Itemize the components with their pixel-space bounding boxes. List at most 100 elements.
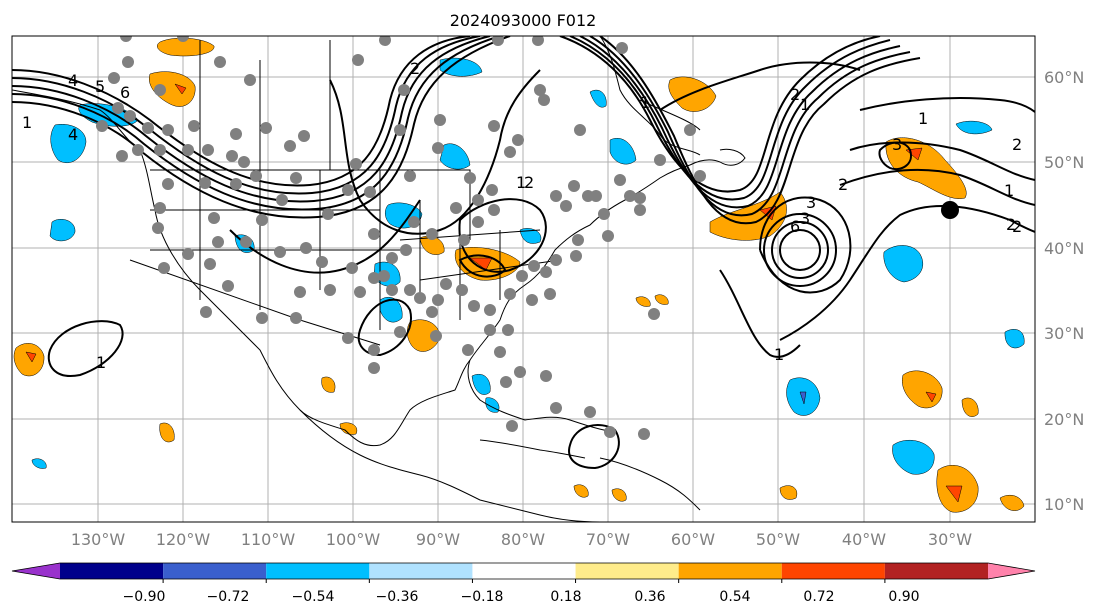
station-marker	[648, 308, 660, 320]
station-marker	[684, 124, 696, 136]
station-marker	[158, 262, 170, 274]
lon-label: 70°W	[586, 530, 630, 549]
contour-label: 6	[120, 83, 130, 102]
station-marker	[342, 332, 354, 344]
target-point-marker	[941, 201, 959, 219]
station-marker	[162, 124, 174, 136]
station-marker	[514, 366, 526, 378]
station-marker	[378, 270, 390, 282]
lon-label: 100°W	[326, 530, 381, 549]
station-marker	[112, 102, 124, 114]
station-marker	[532, 36, 544, 46]
contour-label: 3	[800, 209, 810, 228]
station-marker	[368, 362, 380, 374]
station-marker	[368, 272, 380, 284]
station-marker	[256, 312, 268, 324]
colorbar-tick-label: −0.18	[461, 589, 504, 605]
station-marker	[386, 252, 398, 264]
station-marker	[394, 326, 406, 338]
station-marker	[584, 406, 596, 418]
colorbar-tick-label: −0.54	[292, 589, 335, 605]
station-marker	[214, 56, 226, 68]
station-marker	[400, 244, 412, 256]
station-marker	[502, 324, 514, 336]
station-marker	[204, 258, 216, 270]
station-marker	[386, 284, 398, 296]
station-marker	[199, 177, 211, 189]
station-marker	[182, 144, 194, 156]
station-marker	[414, 292, 426, 304]
station-marker	[346, 262, 358, 274]
longitude-labels: 130°W 120°W 110°W 100°W 90°W 80°W 70°W 6…	[71, 530, 972, 549]
height-contours	[12, 36, 1035, 470]
station-marker	[394, 124, 406, 136]
colorbar-tick-label: 0.36	[634, 589, 665, 605]
colorbar-tick-label: 0.90	[888, 589, 919, 605]
station-marker	[568, 180, 580, 192]
lat-label: 50°N	[1044, 153, 1084, 172]
colorbar-tick-label: −0.72	[207, 589, 250, 605]
colorbar	[11, 562, 1036, 583]
station-marker	[560, 200, 572, 212]
lon-label: 50°W	[756, 530, 800, 549]
station-marker	[634, 204, 646, 216]
station-marker	[572, 234, 584, 246]
station-marker	[590, 190, 602, 202]
station-markers	[96, 36, 706, 440]
station-marker	[162, 178, 174, 190]
station-marker	[364, 186, 376, 198]
lon-label: 120°W	[156, 530, 211, 549]
contour-label: 1	[96, 353, 106, 372]
colorbar-extend-min	[12, 563, 60, 579]
map-frame	[11, 35, 1036, 523]
contour-label: 1	[1004, 181, 1014, 200]
contour-label: 4	[68, 125, 78, 144]
contour-label: 2	[790, 85, 800, 104]
station-marker	[154, 144, 166, 156]
station-marker	[570, 250, 582, 262]
station-marker	[602, 230, 614, 242]
colorbar-segment	[781, 563, 885, 579]
station-marker	[434, 114, 446, 126]
station-marker	[504, 288, 516, 300]
station-marker	[432, 294, 444, 306]
colorbar-segment	[369, 563, 473, 579]
station-marker	[350, 158, 362, 170]
contour-label: 2	[1012, 135, 1022, 154]
station-marker	[516, 270, 528, 282]
station-marker	[544, 288, 556, 300]
contour-label: 4	[68, 71, 78, 90]
station-marker	[512, 134, 524, 146]
colorbar-segment	[678, 563, 782, 579]
station-marker	[256, 214, 268, 226]
colorbar-segment	[163, 563, 267, 579]
lon-label: 90°W	[416, 530, 460, 549]
station-marker	[504, 146, 516, 158]
station-marker	[506, 420, 518, 432]
station-marker	[132, 144, 144, 156]
station-marker	[202, 144, 214, 156]
station-marker	[188, 120, 200, 132]
station-marker	[154, 84, 166, 96]
station-marker	[352, 54, 364, 66]
lat-label: 20°N	[1044, 410, 1084, 429]
contour-label: 3	[806, 193, 816, 212]
station-marker	[526, 294, 538, 306]
contour-label: 5	[95, 77, 105, 96]
station-marker	[342, 184, 354, 196]
contour-label: 1	[774, 345, 784, 364]
station-marker	[182, 248, 194, 260]
station-marker	[488, 120, 500, 132]
station-marker	[368, 228, 380, 240]
station-marker	[294, 286, 306, 298]
lat-label: 30°N	[1044, 324, 1084, 343]
station-marker	[624, 190, 636, 202]
station-marker	[472, 216, 484, 228]
station-marker	[462, 344, 474, 356]
station-marker	[654, 154, 666, 166]
station-marker	[208, 212, 220, 224]
station-marker	[290, 172, 302, 184]
lat-label: 40°N	[1044, 239, 1084, 258]
lat-label: 10°N	[1044, 495, 1084, 514]
